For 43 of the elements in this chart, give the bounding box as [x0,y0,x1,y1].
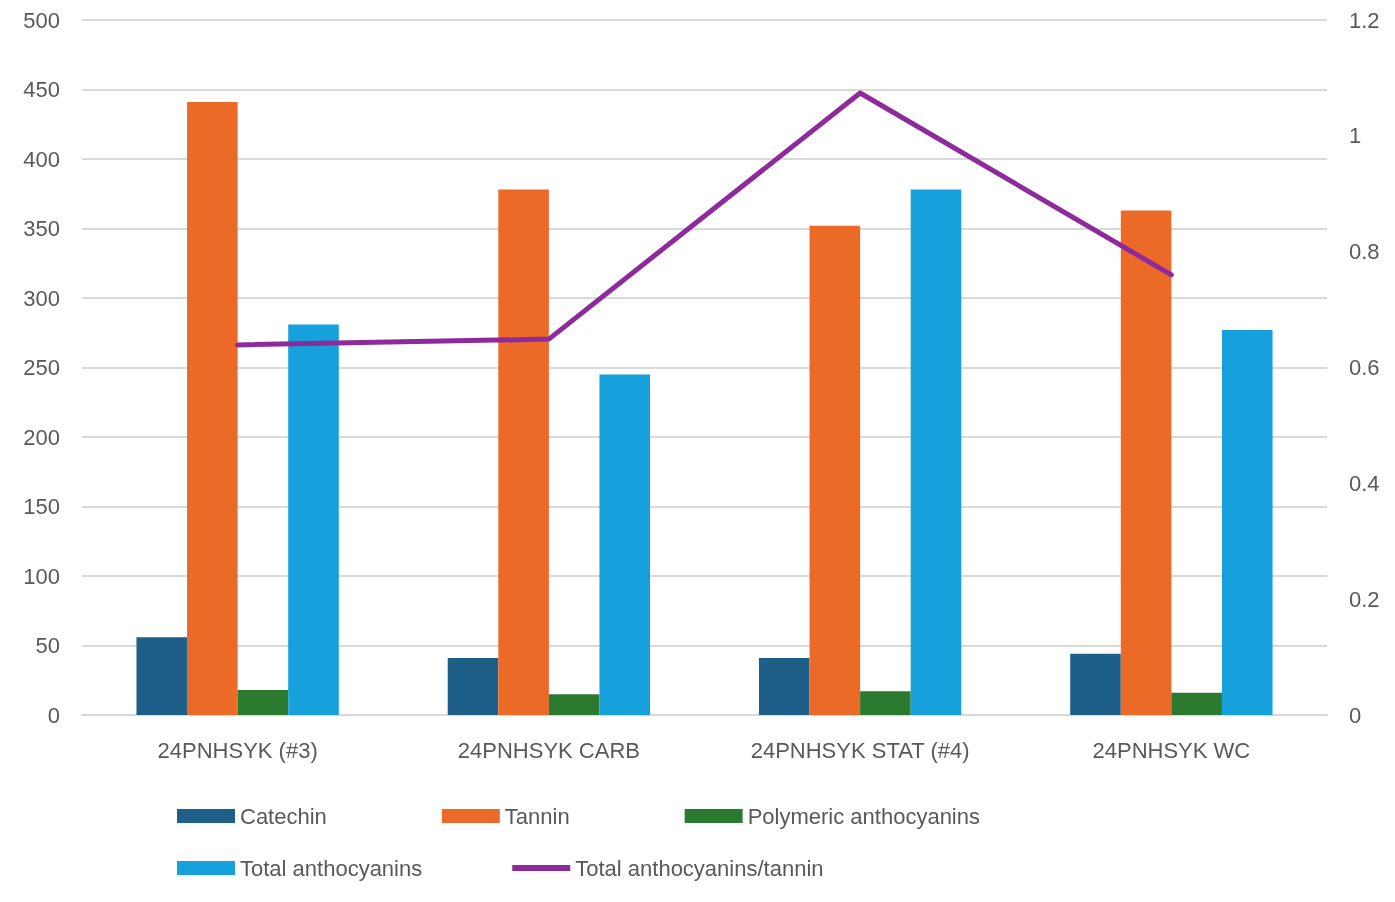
legend-label: Tannin [504,803,570,829]
x-tick-label: 24PNHSYK STAT (#4) [750,737,970,763]
bar [1221,329,1273,715]
bar [498,189,549,715]
y-tick-label: 450 [23,77,60,102]
y-tick-label: 400 [23,146,60,172]
legend-label: Catechin [240,803,327,829]
bar [599,374,651,715]
bar [860,691,911,715]
bar [758,658,810,715]
legend-label: Polymeric anthocyanins [747,803,980,829]
y-tick-label: 300 [23,285,60,311]
y-tick-label: 150 [23,494,60,519]
bar [237,689,289,715]
y2-tick-label: 0 [1349,702,1362,728]
y-tick-label: 500 [23,7,60,33]
y-tick-label: 350 [23,216,60,241]
y2-tick-label: 1 [1349,123,1362,149]
bar [809,225,861,715]
legend-label: Total anthocyanins [240,855,423,881]
bar [910,189,962,715]
x-tick-label: 24PNHSYK (#3) [157,737,318,763]
bar [288,324,339,715]
x-tick-label: 24PNHSYK CARB [457,737,640,763]
y2-tick-label: 0.6 [1349,355,1380,380]
y2-tick-label: 1.2 [1349,7,1380,33]
y2-tick-label: 0.8 [1349,239,1380,265]
bar [447,658,499,715]
y-tick-label: 50 [35,633,60,658]
y-tick-label: 200 [23,424,60,450]
y2-tick-label: 0.2 [1349,586,1380,612]
y-tick-label: 0 [47,702,60,728]
bar [1070,653,1121,715]
y-tick-label: 250 [23,355,60,380]
y2-tick-label: 0.4 [1349,470,1380,496]
bar [548,694,600,715]
x-tick-label: 24PNHSYK WC [1092,737,1251,763]
y-tick-label: 100 [23,563,60,589]
legend-label: Total anthocyanins/tannin [575,855,824,881]
bar [1171,692,1222,715]
bar [187,102,238,715]
bar [1120,210,1172,715]
bar [136,637,188,715]
